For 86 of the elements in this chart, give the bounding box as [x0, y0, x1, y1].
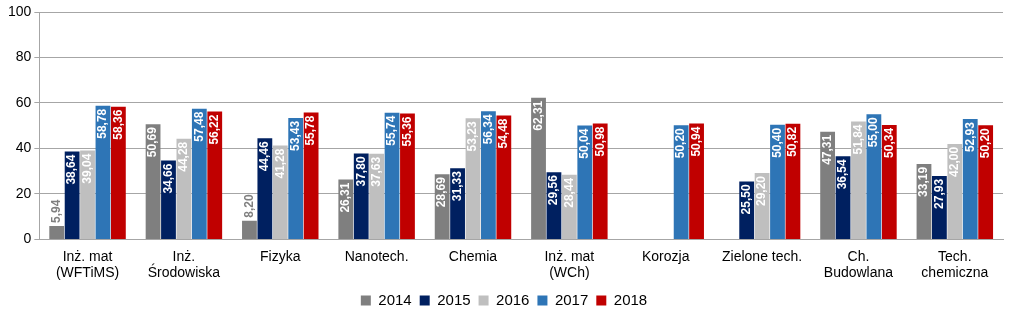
data-label: 41,28	[272, 148, 287, 179]
bar	[207, 111, 223, 239]
data-label: 57,48	[191, 111, 206, 142]
data-label: 37,80	[353, 156, 368, 187]
data-label: 50,98	[592, 126, 607, 157]
bar	[978, 125, 994, 239]
data-label: 44,46	[257, 140, 272, 172]
bar	[303, 112, 319, 239]
data-label: 54,48	[496, 118, 511, 149]
y-tick-label: 80	[15, 48, 32, 65]
x-tick-label: Nanotech.	[344, 247, 409, 264]
bar	[481, 111, 496, 239]
data-label: 36,54	[835, 158, 850, 190]
data-label: 8,20	[241, 194, 256, 218]
x-tick-label: Inż. mat (WFTiMS)	[55, 247, 120, 281]
data-label: 5,94	[49, 199, 64, 223]
y-tick-label: 20	[15, 184, 32, 201]
x-tick-label: Korozja	[641, 247, 690, 264]
x-tick-label: Tech. chemiczna	[921, 247, 989, 281]
data-label: 28,69	[434, 176, 449, 208]
data-label: 25,50	[738, 184, 753, 215]
data-label: 58,78	[95, 108, 110, 139]
bar	[496, 115, 512, 239]
data-label: 29,56	[546, 174, 561, 206]
data-label: 37,63	[368, 156, 383, 187]
data-label: 47,31	[819, 134, 834, 165]
data-label: 42,00	[947, 146, 962, 177]
x-tick-label: Inż. Środowiska	[147, 247, 221, 281]
bar	[673, 125, 689, 239]
x-tick-label: Fizyka	[260, 247, 301, 264]
data-label: 38,64	[64, 154, 79, 185]
data-label: 50,82	[785, 126, 800, 157]
bar	[400, 113, 415, 239]
bar	[49, 225, 65, 239]
data-label: 55,00	[866, 117, 881, 148]
data-label: 62,31	[530, 100, 545, 131]
data-label: 52,93	[962, 121, 977, 153]
x-tick-label: Chemia	[448, 247, 498, 264]
x-tick-label: Inż. mat (WCh)	[544, 247, 595, 281]
data-label: 51,84	[850, 124, 865, 155]
bar	[770, 124, 785, 239]
data-label: 56,34	[480, 113, 495, 145]
data-label: 56,22	[207, 114, 222, 145]
bar	[820, 131, 836, 239]
data-label: 33,19	[916, 166, 931, 197]
bar	[851, 121, 866, 239]
legend-label: 2016	[496, 290, 530, 308]
y-tick-label: 0	[23, 230, 32, 247]
legend-label: 2014	[378, 290, 412, 308]
data-label: 55,78	[303, 115, 318, 146]
data-label: 44,28	[176, 141, 191, 172]
data-label: 28,44	[561, 177, 576, 208]
data-label: 50,20	[977, 127, 992, 159]
legend-label: 2018	[613, 290, 648, 308]
data-label: 53,43	[288, 120, 302, 151]
data-label: 55,36	[399, 116, 414, 147]
bar	[288, 117, 304, 239]
data-label: 50,04	[577, 128, 592, 159]
legend-label: 2017	[554, 290, 589, 308]
data-label: 50,34	[881, 127, 896, 158]
bar	[881, 124, 897, 239]
x-tick-label: Ch. Budowlana	[823, 247, 894, 281]
data-label: 31,33	[449, 170, 464, 202]
bar	[962, 119, 978, 239]
data-label: 55,74	[384, 115, 399, 146]
data-label: 26,31	[338, 182, 353, 213]
bar	[191, 108, 207, 239]
data-label: 27,93	[931, 178, 946, 209]
data-label: 50,40	[769, 127, 784, 158]
bar	[110, 106, 126, 239]
data-label: 53,23	[465, 121, 480, 152]
data-label: 34,66	[160, 163, 175, 194]
data-label: 50,20	[673, 127, 688, 159]
data-label: 29,20	[754, 175, 769, 207]
bar	[531, 97, 546, 239]
bar	[242, 220, 257, 239]
data-label: 58,36	[110, 109, 125, 140]
data-label: 50,69	[145, 126, 160, 158]
y-tick-label: 40	[15, 139, 32, 156]
legend-label: 2015	[437, 290, 471, 308]
data-label: 50,94	[688, 126, 703, 157]
data-label: 39,04	[79, 153, 94, 184]
y-tick-label: 60	[15, 93, 32, 110]
bar	[866, 114, 882, 239]
x-tick-label: Zielone tech.	[722, 247, 803, 264]
y-tick-label: 100	[8, 2, 32, 19]
